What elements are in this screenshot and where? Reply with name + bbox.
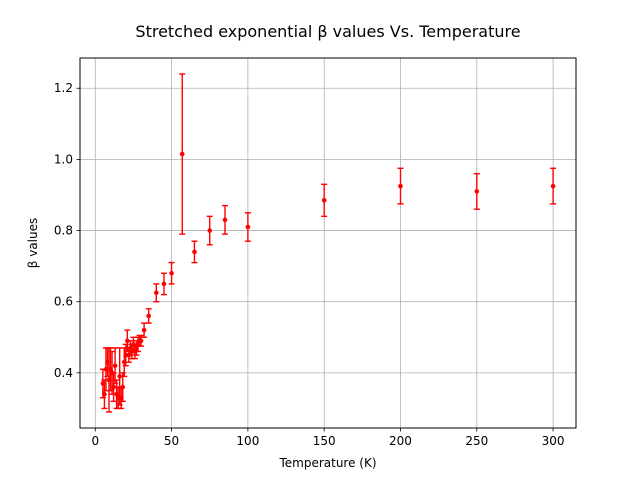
data-point	[169, 270, 174, 276]
plot-area-background	[80, 58, 576, 428]
x-tick-label: 300	[542, 434, 565, 448]
data-point	[120, 384, 126, 390]
grid-lines	[80, 58, 576, 428]
data-series	[99, 73, 557, 413]
x-tick-label: 150	[313, 434, 336, 448]
y-tick-label: 1.0	[54, 152, 73, 166]
x-tick-label: 200	[389, 434, 412, 448]
data-point	[550, 183, 556, 189]
data-point	[102, 391, 107, 397]
plot-frame	[79, 57, 577, 429]
data-point	[154, 290, 159, 296]
x-tick-label: 0	[91, 434, 99, 448]
data-point	[398, 183, 403, 189]
data-point	[245, 224, 251, 230]
x-tick-label: 100	[236, 434, 259, 448]
data-point	[321, 198, 327, 203]
data-point	[141, 327, 147, 333]
chart-title: Stretched exponential β values Vs. Tempe…	[135, 22, 520, 41]
data-point	[161, 281, 167, 287]
data-point	[138, 338, 144, 344]
y-tick-label: 1.2	[54, 81, 73, 95]
axis-ticks: 0 50 100 150 200 250 300 0.4 0.6 0.8 1.0 1.2	[54, 81, 565, 448]
data-point	[112, 363, 118, 369]
data-point	[125, 338, 130, 344]
data-point	[222, 217, 228, 223]
data-point	[111, 384, 116, 390]
y-axis-label: β values	[26, 218, 40, 269]
x-axis-label: Temperature (K)	[278, 456, 376, 470]
y-tick-label: 0.8	[54, 224, 73, 238]
data-point	[207, 228, 213, 233]
y-tick-label: 0.4	[54, 366, 73, 380]
x-tick-label: 250	[465, 434, 488, 448]
x-tick-label: 50	[164, 434, 179, 448]
y-tick-label: 0.6	[54, 295, 73, 309]
data-point	[474, 189, 480, 194]
data-point	[192, 249, 197, 255]
data-point	[179, 151, 185, 157]
data-point	[117, 374, 122, 379]
data-point	[146, 313, 151, 319]
